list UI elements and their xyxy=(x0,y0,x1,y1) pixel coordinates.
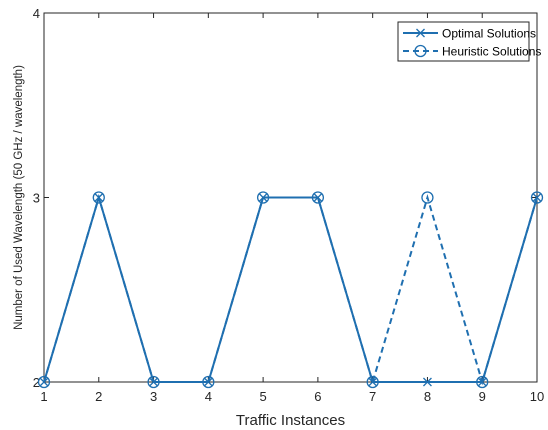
marker-stroke xyxy=(203,377,213,387)
data-point-x-marker xyxy=(39,377,49,387)
data-point-x-marker xyxy=(416,28,425,38)
data-point-x-marker xyxy=(149,377,159,387)
x-tick-label: 5 xyxy=(259,389,266,404)
x-tick-label: 7 xyxy=(369,389,376,404)
x-tick-label: 2 xyxy=(95,389,102,404)
marker-stroke xyxy=(313,193,323,202)
data-point-circle-marker xyxy=(37,375,51,389)
marker-stroke xyxy=(94,193,104,202)
x-tick-label: 4 xyxy=(205,389,212,404)
data-point-x-marker xyxy=(258,193,268,202)
data-point-x-marker xyxy=(94,193,104,202)
legend-entry-optimal-solutions: Optimal Solutions xyxy=(403,27,536,41)
x-tick-label: 1 xyxy=(40,389,47,404)
legend-label: Heuristic Solutions xyxy=(442,45,541,59)
y-axis-label: Number of Used Wavelength (50 GHz / wave… xyxy=(13,65,25,330)
series-optimal-solutions xyxy=(39,193,542,387)
x-tick-label: 9 xyxy=(479,389,486,404)
y-tick-label: 2 xyxy=(33,375,40,390)
data-point-x-marker xyxy=(368,377,378,387)
marker-stroke xyxy=(368,377,378,387)
x-tick-label: 3 xyxy=(150,389,157,404)
x-tick-label: 8 xyxy=(424,389,431,404)
x-tick-label: 10 xyxy=(530,389,544,404)
legend-entry-heuristic-solutions: Heuristic Solutions xyxy=(403,45,541,59)
legend-label: Optimal Solutions xyxy=(442,27,536,41)
data-point-x-marker xyxy=(313,193,323,202)
marker-stroke xyxy=(422,377,432,387)
x-tick-label: 6 xyxy=(314,389,321,404)
legend-box xyxy=(397,21,530,62)
data-point-x-marker xyxy=(203,377,213,387)
y-tick-label: 4 xyxy=(33,6,40,21)
marker-stroke xyxy=(477,377,487,387)
data-point-x-marker xyxy=(477,377,487,387)
data-point-x-marker xyxy=(422,377,432,387)
marker-stroke xyxy=(39,377,49,387)
legend: Optimal Solutions Heuristic Solutions xyxy=(397,21,541,62)
y-tick-label: 3 xyxy=(33,191,40,206)
data-point-circle-marker xyxy=(414,44,427,58)
data-point-circle-marker xyxy=(421,191,434,204)
series-layer xyxy=(37,191,544,389)
data-point-x-marker xyxy=(532,193,542,202)
x-axis-label: Traffic Instances xyxy=(236,412,345,429)
data-point-circle-marker xyxy=(530,191,544,204)
marker-stroke xyxy=(149,377,159,387)
marker-stroke xyxy=(532,193,542,202)
series-line-optimal-solutions xyxy=(43,193,538,383)
data-point-circle-marker xyxy=(92,191,105,204)
marker-stroke xyxy=(416,28,425,38)
marker-stroke xyxy=(258,193,268,202)
